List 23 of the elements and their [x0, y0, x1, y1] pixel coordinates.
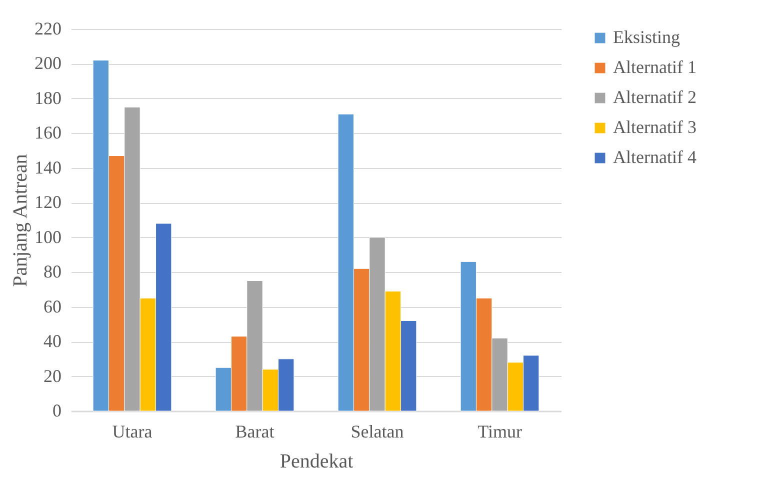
y-tick-label: 140 [34, 157, 62, 178]
legend-label: Alternatif 3 [613, 117, 696, 137]
y-tick-label: 20 [44, 366, 62, 386]
y-tick-label: 160 [34, 122, 62, 143]
x-tick-label: Selatan [350, 422, 404, 442]
legend-label: Alternatif 4 [613, 147, 696, 167]
x-tick-label: Utara [112, 422, 152, 442]
x-axis-title: Pendekat [280, 450, 354, 472]
legend-label: Eksisting [613, 27, 680, 47]
y-tick-label: 40 [44, 331, 62, 352]
y-tick-label: 60 [44, 296, 62, 316]
legend-label: Alternatif 2 [613, 87, 696, 107]
y-axis-title: Panjang Antrean [10, 154, 32, 287]
y-tick-label: 200 [34, 53, 62, 74]
y-tick-label: 220 [34, 18, 62, 38]
y-tick-label: 0 [52, 400, 62, 420]
y-tick-label: 120 [34, 192, 62, 212]
x-tick-label: Barat [235, 422, 274, 442]
y-tick-label: 80 [44, 262, 62, 282]
y-tick-label: 100 [34, 226, 62, 247]
legend-label: Alternatif 1 [613, 57, 696, 77]
y-tick-label: 180 [34, 88, 62, 108]
x-tick-label: Timur [478, 422, 522, 442]
